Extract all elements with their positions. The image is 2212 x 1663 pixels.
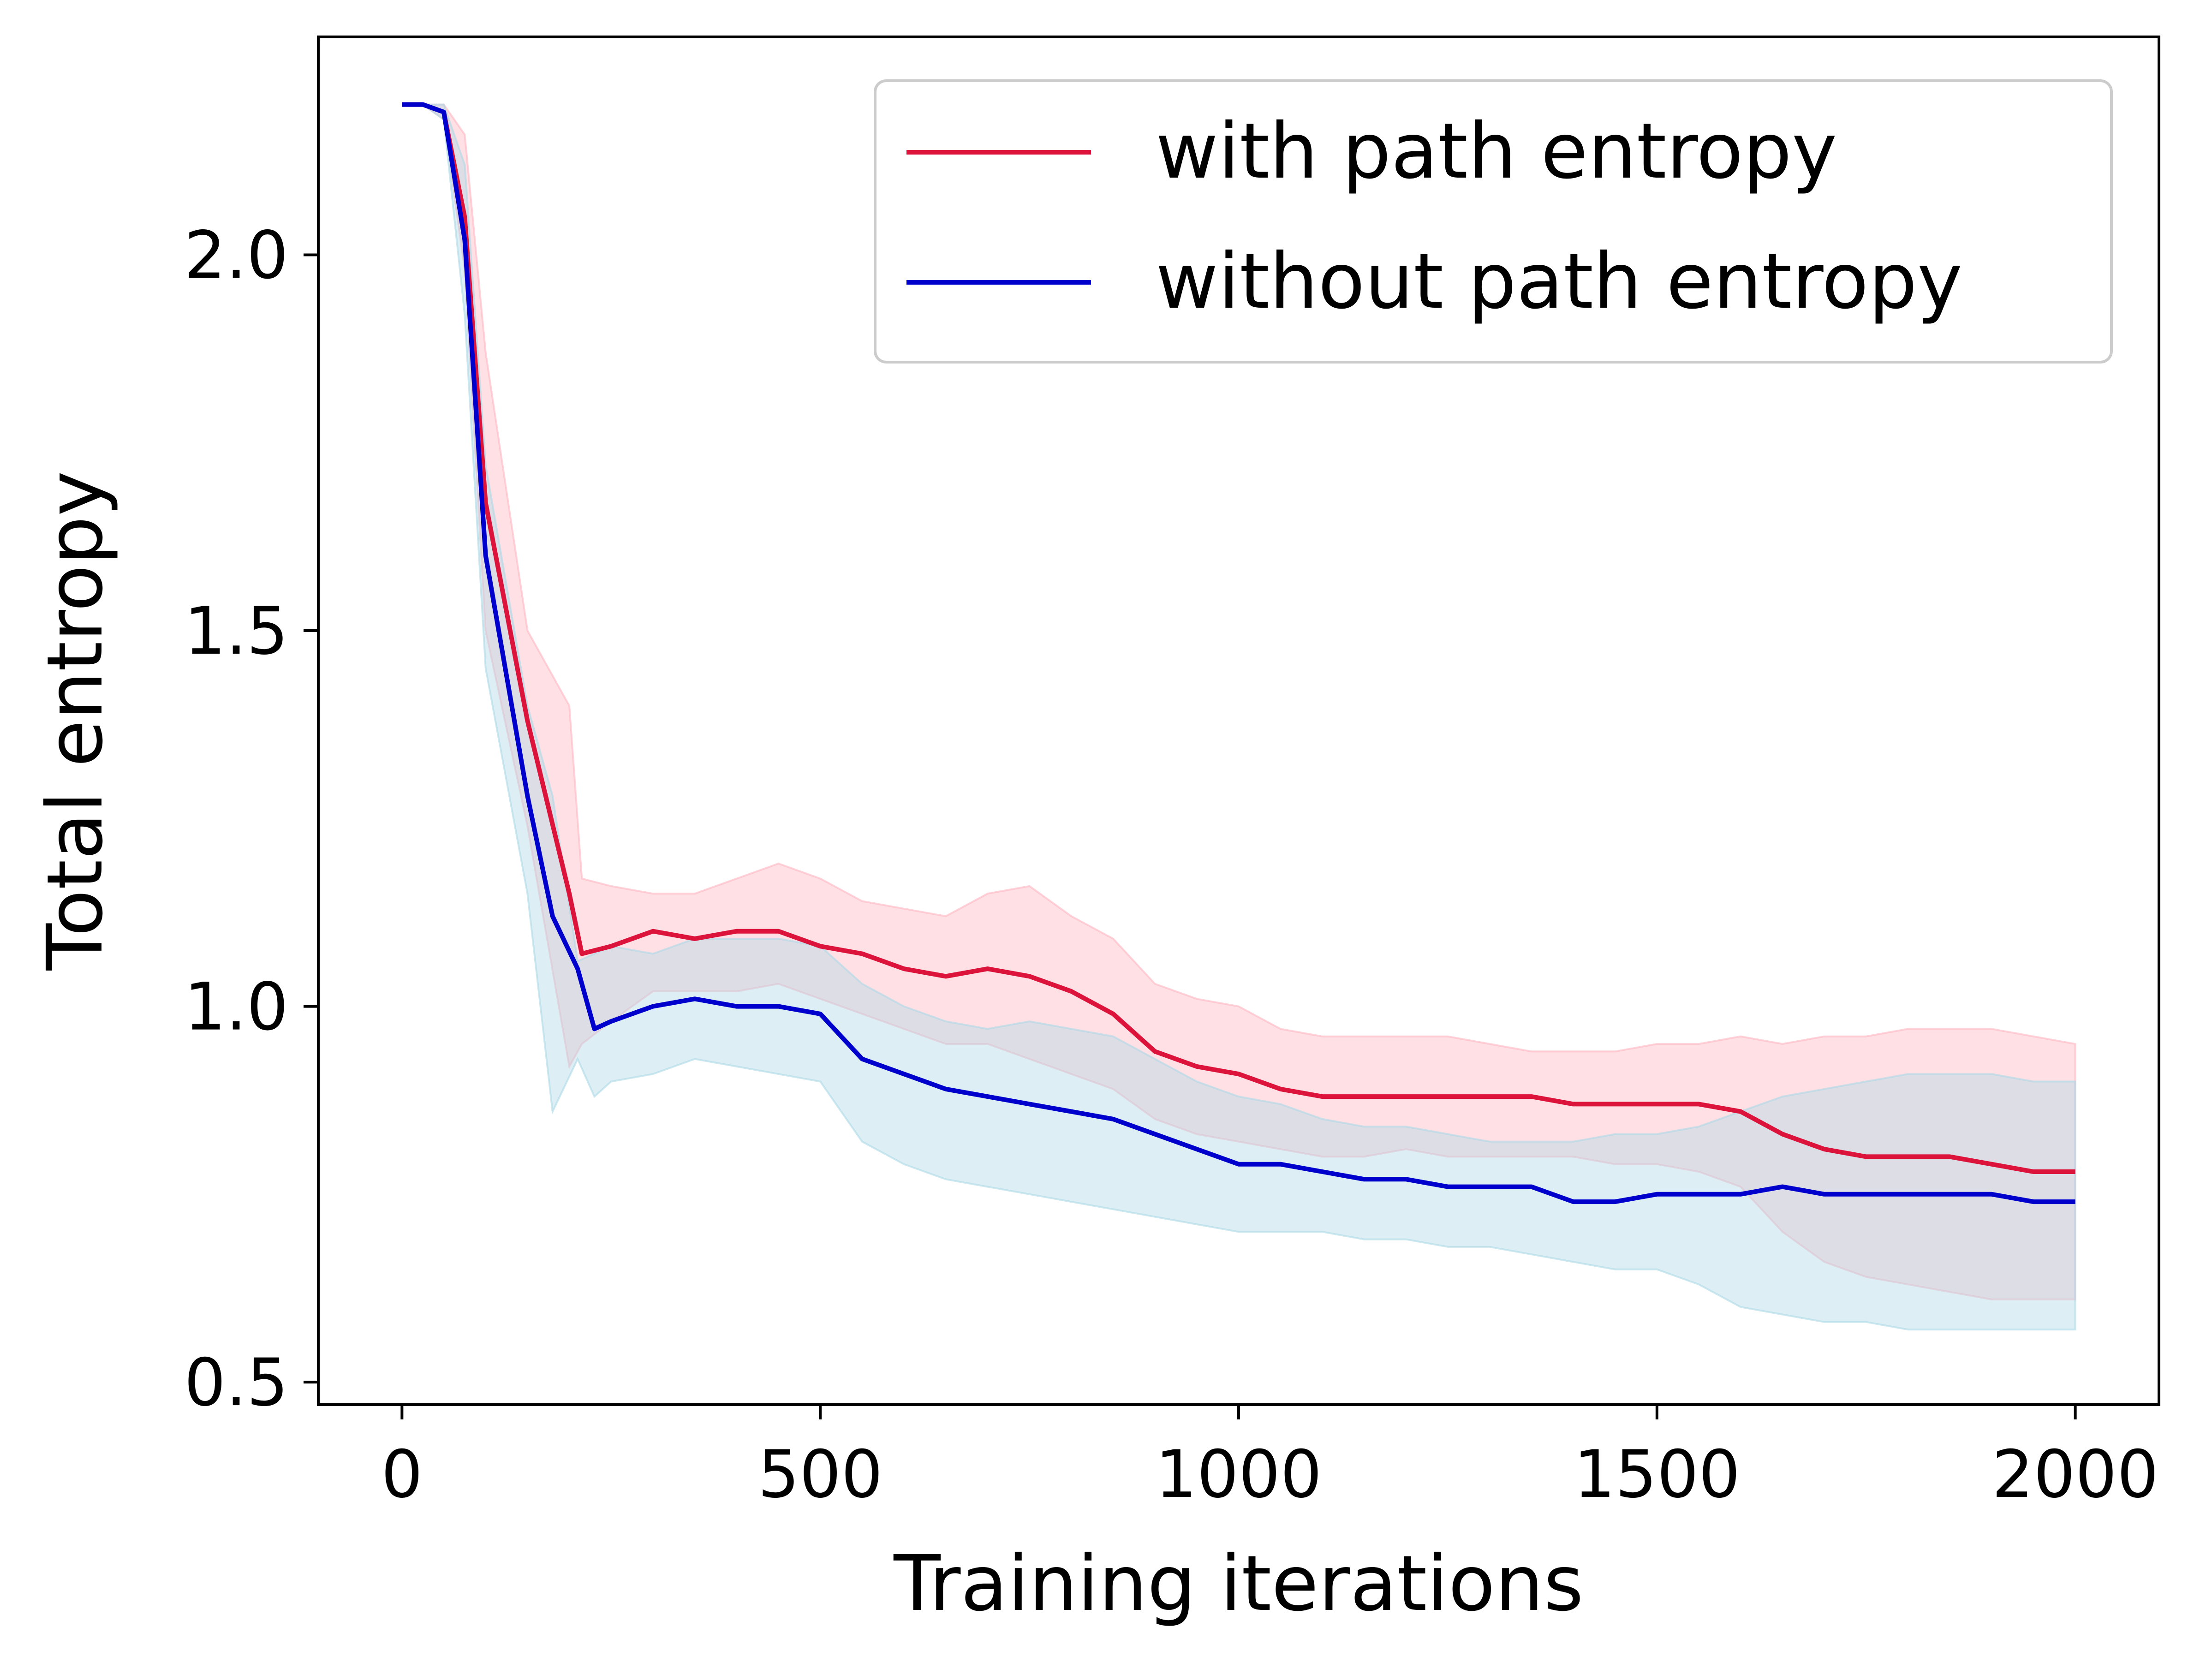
line-without-path-entropy [402, 102, 2075, 1204]
x-axis-label: Training iterations [893, 1539, 1584, 1628]
x-tick-label: 1500 [1574, 1436, 1740, 1513]
legend-label-without-path-entropy: without path entropy [1156, 237, 1962, 326]
legend-box [874, 79, 2113, 364]
x-tick-label: 1000 [1155, 1436, 1322, 1513]
legend: with path entropy without path entropy [874, 79, 2113, 364]
x-tick-label: 2000 [1992, 1436, 2158, 1513]
legend-label-with-path-entropy: with path entropy [1156, 107, 1837, 196]
y-tick-label: 1.5 [184, 593, 288, 669]
y-tick-label: 1.0 [184, 969, 288, 1045]
y-axis-ticks: 0.5 1.0 1.5 2.0 [184, 217, 318, 1421]
x-tick-label: 500 [758, 1436, 883, 1513]
x-tick-label: 0 [381, 1436, 423, 1513]
y-axis-label: Total entropy [31, 471, 120, 971]
y-tick-label: 2.0 [184, 217, 288, 293]
x-axis-ticks: 0 500 1000 1500 2000 [381, 1405, 2158, 1513]
y-tick-label: 0.5 [184, 1345, 288, 1421]
series-lines [402, 102, 2075, 1204]
band-without-path-entropy [402, 103, 2076, 1331]
line-with-path-entropy [402, 102, 2075, 1174]
